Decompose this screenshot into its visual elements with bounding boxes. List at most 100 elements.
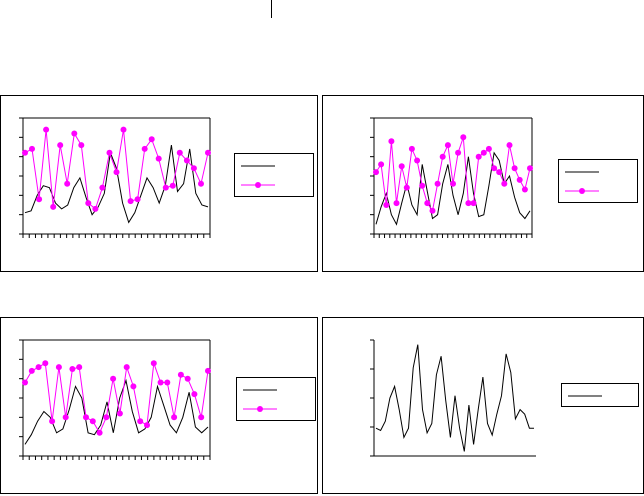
series-2-point	[455, 149, 462, 156]
series-2-point	[184, 375, 191, 382]
series-2-point	[99, 184, 106, 191]
series-2-point	[501, 180, 508, 187]
series-2-point	[444, 142, 451, 149]
series-2-point	[22, 379, 28, 386]
series-2-point	[22, 149, 28, 156]
series-2-point	[137, 418, 144, 425]
chart-plot-3	[19, 339, 211, 460]
chart-legend-4	[561, 383, 639, 407]
chart-panel-1	[0, 95, 318, 272]
series-2-point	[49, 418, 56, 425]
series-2-point	[470, 200, 477, 207]
series-2-point	[516, 176, 523, 183]
series-2-point	[388, 138, 395, 145]
series-2-point	[171, 414, 178, 421]
chart-legend-1	[234, 153, 314, 197]
series-2-point	[429, 207, 436, 214]
series-2-point	[69, 366, 76, 372]
series-2-point	[450, 180, 456, 187]
series-2-point	[148, 136, 155, 143]
series-2-point	[169, 182, 176, 189]
series-1-line	[375, 344, 534, 452]
series-2-point	[92, 205, 99, 212]
series-2-point	[205, 367, 211, 374]
series-2-point	[113, 169, 120, 176]
series-2-line	[24, 362, 209, 434]
legend-series-2-marker	[255, 182, 261, 188]
series-2-point	[527, 165, 533, 172]
series-2-point	[190, 165, 197, 172]
series-2-point	[408, 145, 415, 152]
series-2-point	[434, 180, 441, 187]
series-2-point	[120, 126, 127, 133]
series-2-point	[62, 414, 69, 421]
series-2-point	[506, 142, 513, 149]
series-2-point	[439, 153, 446, 160]
series-2-point	[496, 169, 503, 176]
series-2-point	[465, 200, 472, 207]
chart-legend-3	[236, 377, 316, 421]
chart-plot-2	[370, 117, 533, 238]
series-2-point	[393, 200, 400, 207]
series-2-point	[419, 182, 426, 189]
series-2-point	[378, 161, 385, 168]
series-2-point	[424, 200, 431, 207]
series-2-point	[42, 360, 49, 367]
series-2-point	[491, 165, 498, 172]
series-2-point	[28, 367, 35, 374]
series-2-point	[414, 157, 421, 164]
series-2-point	[116, 410, 123, 417]
series-2-point	[50, 203, 57, 210]
series-2-point	[83, 414, 89, 421]
series-2-point	[123, 364, 130, 371]
series-2-point	[198, 414, 205, 421]
series-2-point	[475, 153, 482, 160]
series-2-point	[71, 130, 78, 137]
series-2-point	[485, 145, 492, 152]
series-2-point	[155, 155, 162, 162]
chart-panel-2	[322, 95, 644, 272]
series-2-point	[150, 360, 157, 367]
series-2-point	[55, 364, 62, 371]
series-2-point	[76, 364, 83, 371]
chart-plot-4	[370, 339, 536, 457]
series-2-point	[176, 149, 183, 156]
series-2-point	[511, 165, 518, 172]
series-2-point	[144, 422, 150, 429]
chart-legend-2	[558, 159, 638, 203]
chart-panel-3	[0, 317, 318, 494]
series-2-point	[480, 149, 487, 156]
series-2-point	[106, 149, 113, 156]
series-2-point	[103, 414, 110, 421]
series-2-point	[191, 391, 198, 398]
chart-panel-4	[322, 317, 644, 494]
series-2-point	[373, 169, 379, 176]
series-2-line	[375, 137, 531, 213]
series-2-point	[383, 202, 390, 208]
series-2-point	[162, 184, 169, 191]
series-2-point	[157, 379, 164, 386]
series-1-line	[24, 145, 209, 224]
series-2-point	[183, 157, 190, 164]
series-2-point	[110, 375, 117, 382]
series-2-point	[35, 364, 42, 371]
series-2-point	[198, 180, 204, 187]
series-2-point	[57, 142, 64, 149]
series-2-point	[177, 371, 184, 378]
series-2-point	[130, 383, 137, 390]
series-2-point	[78, 142, 85, 149]
series-2-point	[521, 186, 528, 193]
series-2-point	[85, 200, 92, 207]
legend-series-2-marker	[579, 188, 585, 194]
series-2-point	[460, 134, 467, 141]
series-2-point	[134, 196, 141, 203]
series-2-point	[164, 379, 171, 386]
series-2-point	[89, 418, 96, 425]
series-2-point	[36, 196, 43, 203]
series-2-point	[398, 163, 405, 170]
series-2-point	[43, 126, 50, 133]
series-2-point	[141, 145, 148, 152]
text-cursor	[271, 0, 272, 18]
legend-series-2-marker	[257, 406, 263, 412]
chart-plot-1	[19, 117, 211, 238]
